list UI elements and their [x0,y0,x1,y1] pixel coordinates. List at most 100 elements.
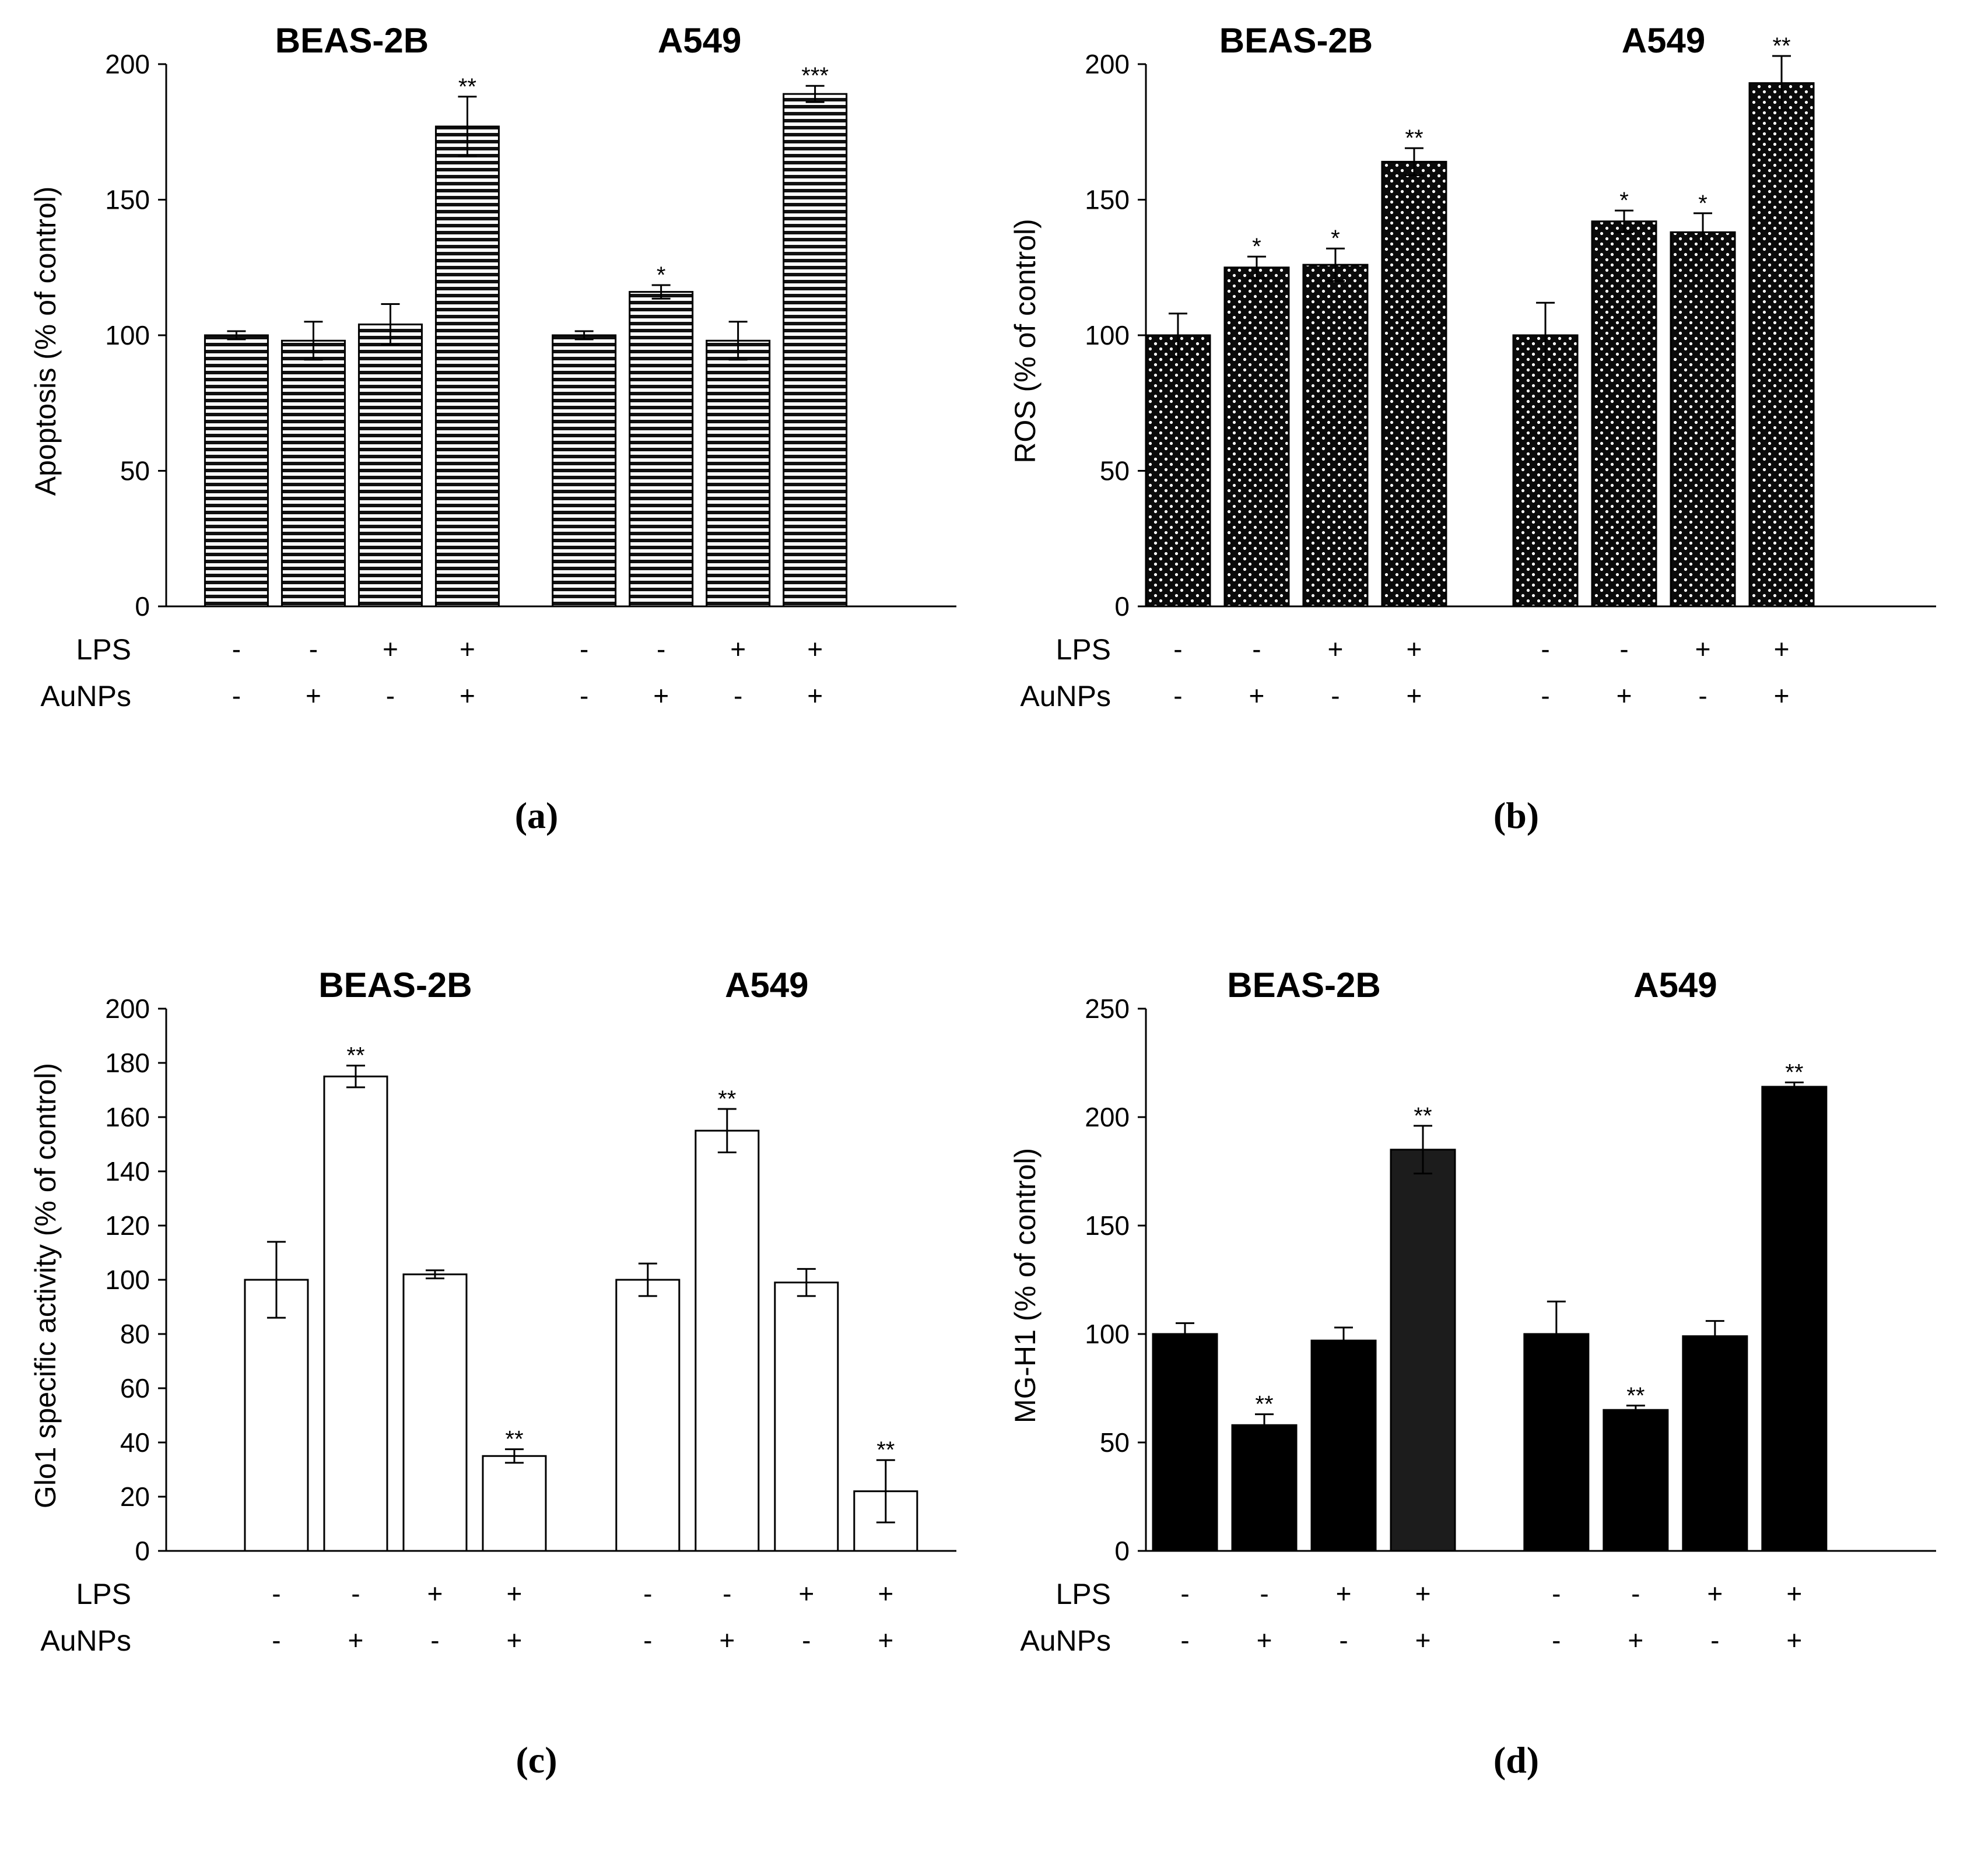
y-tick-label: 200 [105,994,150,1024]
condition-sign: - [643,1578,652,1609]
y-tick-label: 100 [1085,320,1130,350]
condition-sign: + [1774,634,1790,664]
significance-label: ** [505,1427,523,1452]
y-axis-label: MG-H1 (% of control) [1009,1148,1042,1423]
bar [774,1282,839,1552]
condition-sign: - [1180,1625,1189,1655]
condition-sign: - [1173,680,1182,711]
significance-label: ** [1785,1059,1803,1085]
significance-label: ** [1255,1392,1273,1417]
y-tick-label: 200 [1085,49,1130,79]
y-tick-label: 140 [105,1156,150,1186]
condition-sign: - [430,1625,439,1655]
condition-sign: - [1698,680,1707,711]
condition-sign: + [1336,1578,1352,1609]
panel-a: 0 50 100 150 200 Apoptosis (% of control) BEAS… [0,0,991,912]
condition-sign: - [1631,1578,1640,1609]
bar [783,93,848,608]
y-tick-label: 160 [105,1102,150,1132]
bar [281,339,346,608]
condition-sign: + [348,1625,364,1655]
bar [1591,220,1657,608]
panel-b: 0 50 100 150 200 ROS (% of control) BEAS-2B - - *… [980,0,1971,912]
bar [323,1075,388,1552]
condition-sign: + [1617,680,1632,711]
y-tick-label: 120 [105,1210,150,1241]
condition-sign: - [802,1625,811,1655]
y-tick-label: 0 [1114,1536,1130,1566]
significance-label: ** [458,74,476,100]
panel-c: 0 20 40 60 80 100 120 140 160 180 200 Glo1 specific… [0,945,991,1857]
bar [1223,266,1290,608]
bar [629,291,694,608]
bar [552,334,617,608]
chart-svg: 0 50 100 150 200 250 MG-H1 (% of control) BEAS-… [1009,966,1936,1781]
condition-row-label: AuNPs [1020,680,1111,712]
condition-sign: - [1180,1578,1189,1609]
condition-sign: + [878,1625,893,1655]
condition-sign: + [730,634,746,664]
chart-svg: 0 50 100 150 200 ROS (% of control) BEAS-2B - - *… [1009,21,1936,836]
chart-svg: 0 20 40 60 80 100 120 140 160 180 200 Glo1 specific… [29,966,956,1781]
significance-label: * [1698,191,1707,216]
condition-sign: - [657,634,665,664]
condition-sign: + [1407,634,1422,664]
condition-sign: - [723,1578,731,1609]
condition-row-label: LPS [76,1578,131,1610]
y-tick-label: 200 [105,49,150,79]
bar [1381,160,1447,608]
bar [1145,334,1211,608]
panel-label: (d) [1493,1739,1539,1781]
group-title: BEAS-2B [318,966,472,1005]
bar [1152,1333,1218,1552]
condition-sign: + [1786,1625,1802,1655]
condition-sign: - [1252,634,1261,664]
condition-sign: - [232,680,241,711]
condition-sign: + [306,680,321,711]
condition-sign: + [653,680,669,711]
condition-sign: - [1173,634,1182,664]
chart-svg: 0 50 100 150 200 Apoptosis (% of control) BEAS… [29,21,956,836]
condition-sign: - [734,680,742,711]
significance-label: ** [346,1043,364,1069]
condition-sign: + [1249,680,1265,711]
condition-sign: - [1331,680,1340,711]
bar [402,1273,468,1552]
condition-sign: - [1541,634,1549,664]
y-axis-label: Glo1 specific activity (% of control) [29,1063,62,1508]
group-title: A549 [1633,966,1717,1005]
y-tick-label: 250 [1085,994,1130,1024]
y-tick-label: 20 [120,1482,150,1512]
condition-sign: + [1628,1625,1643,1655]
bar [1670,231,1736,608]
bar [706,339,771,608]
y-tick-label: 150 [1085,1210,1130,1241]
bar [434,125,500,608]
condition-sign: + [460,634,475,664]
condition-sign: - [232,634,241,664]
condition-sign: + [807,680,823,711]
condition-sign: + [507,1578,523,1609]
bar [1748,82,1815,608]
condition-sign: - [643,1625,652,1655]
condition-sign: + [1786,1578,1802,1609]
significance-label: * [657,262,666,288]
condition-sign: + [1774,680,1790,711]
condition-sign: - [386,680,395,711]
condition-sign: + [807,634,823,664]
y-tick-label: 200 [1085,1102,1130,1132]
condition-sign: + [460,680,475,711]
y-tick-label: 50 [1100,1427,1130,1458]
condition-sign: + [383,634,398,664]
condition-sign: - [272,1578,281,1609]
significance-label: * [1331,226,1340,251]
significance-label: ** [1414,1103,1432,1129]
condition-sign: + [427,1578,443,1609]
condition-sign: - [1260,1578,1268,1609]
panel-label: (a) [515,795,559,836]
significance-label: *** [801,63,829,89]
condition-sign: + [1707,1578,1723,1609]
y-tick-label: 100 [105,320,150,350]
significance-label: ** [718,1086,736,1112]
group-title: BEAS-2B [275,21,429,60]
